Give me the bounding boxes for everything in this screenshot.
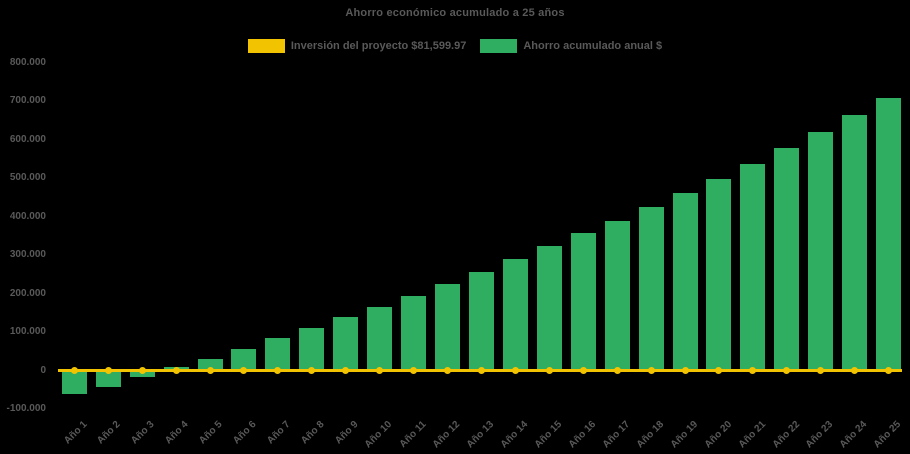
x-tick-label: Año 10 bbox=[363, 419, 395, 451]
bar-ano-1 bbox=[61, 370, 87, 395]
investment-line-marker bbox=[410, 367, 418, 374]
investment-line-marker bbox=[647, 367, 655, 374]
x-tick-label: Año 12 bbox=[430, 419, 463, 451]
x-tick-label: Año 16 bbox=[566, 419, 599, 451]
y-tick-label: 800.000 bbox=[9, 56, 46, 68]
bar-ano-19 bbox=[672, 192, 698, 371]
x-tick-label: Año 24 bbox=[838, 419, 870, 451]
legend-item-investment: Inversión del proyecto $81,599.97 bbox=[247, 39, 467, 53]
bar-ano-8 bbox=[299, 328, 325, 371]
x-tick-label: Año 7 bbox=[265, 419, 293, 447]
y-tick-label: 300.000 bbox=[9, 249, 46, 261]
x-tick-label: Año 15 bbox=[532, 419, 565, 451]
investment-line-marker bbox=[715, 367, 723, 374]
x-tick-label: Año 11 bbox=[397, 419, 429, 450]
bar-ano-25 bbox=[876, 98, 902, 371]
investment-line-marker bbox=[138, 367, 146, 374]
investment-line-marker bbox=[444, 367, 452, 374]
bar-ano-16 bbox=[570, 233, 596, 371]
x-tick-label: Año 23 bbox=[804, 419, 836, 451]
x-tick-label: Año 8 bbox=[299, 419, 327, 447]
bar-ano-11 bbox=[401, 295, 427, 371]
investment-line-marker bbox=[783, 367, 791, 374]
y-tick-label: 700.000 bbox=[9, 95, 46, 107]
investment-line-marker bbox=[274, 367, 282, 374]
investment-line-marker bbox=[885, 367, 893, 374]
legend-label-savings: Ahorro acumulado anual $ bbox=[523, 40, 663, 52]
investment-line-swatch-icon bbox=[247, 39, 285, 53]
investment-line-marker bbox=[749, 367, 757, 374]
investment-line-marker bbox=[172, 367, 180, 374]
y-tick-label: 400.000 bbox=[9, 210, 46, 222]
bar-ano-12 bbox=[435, 283, 461, 371]
investment-line-marker bbox=[240, 367, 248, 374]
bar-ano-22 bbox=[774, 148, 800, 371]
bar-ano-24 bbox=[842, 115, 868, 371]
chart-legend: Inversión del proyecto $81,599.97 Ahorro… bbox=[0, 39, 910, 53]
bar-ano-2 bbox=[95, 370, 121, 387]
x-tick-label: Año 9 bbox=[333, 419, 361, 447]
investment-line-marker bbox=[206, 367, 214, 374]
y-tick-label: 600.000 bbox=[9, 133, 46, 145]
bar-ano-21 bbox=[740, 163, 766, 371]
investment-line-marker bbox=[376, 367, 384, 374]
bar-ano-17 bbox=[604, 220, 630, 371]
x-tick-label: Año 17 bbox=[600, 419, 632, 451]
legend-label-investment: Inversión del proyecto $81,599.97 bbox=[290, 40, 467, 52]
x-tick-label: Año 25 bbox=[872, 419, 904, 451]
investment-line-marker bbox=[817, 367, 825, 374]
x-tick-label: Año 13 bbox=[464, 419, 497, 451]
x-tick-label: Año 1 bbox=[61, 419, 90, 447]
x-tick-label: Año 5 bbox=[197, 419, 225, 447]
bar-ano-5 bbox=[197, 358, 223, 371]
x-tick-label: Año 6 bbox=[231, 419, 259, 447]
x-tick-label: Año 21 bbox=[736, 419, 768, 451]
investment-line-marker bbox=[511, 367, 519, 374]
x-tick-label: Año 14 bbox=[498, 419, 531, 451]
x-tick-label: Año 19 bbox=[668, 419, 700, 451]
investment-line-marker bbox=[545, 367, 553, 374]
bar-ano-20 bbox=[706, 178, 732, 371]
y-tick-label: 100.000 bbox=[9, 326, 46, 338]
bar-ano-10 bbox=[367, 306, 393, 371]
investment-line-marker bbox=[308, 367, 316, 374]
bar-ano-7 bbox=[265, 338, 291, 371]
x-tick-label: Año 18 bbox=[634, 419, 666, 451]
investment-line-marker bbox=[681, 367, 689, 374]
bar-ano-18 bbox=[638, 206, 664, 371]
bar-ano-13 bbox=[468, 272, 494, 371]
bar-ano-14 bbox=[502, 259, 528, 371]
y-tick-label: 200.000 bbox=[9, 287, 46, 299]
y-tick-label: 0 bbox=[40, 364, 46, 376]
x-tick-label: Año 4 bbox=[163, 419, 191, 447]
x-tick-label: Año 3 bbox=[129, 419, 157, 447]
chart-title: Ahorro económico acumulado a 25 años bbox=[345, 7, 565, 19]
x-tick-label: Año 2 bbox=[95, 419, 124, 447]
y-tick-label: -100.000 bbox=[6, 402, 46, 414]
investment-line-marker bbox=[70, 367, 78, 374]
investment-line-marker bbox=[104, 367, 112, 374]
bar-ano-6 bbox=[231, 348, 257, 371]
investment-line-marker bbox=[342, 367, 350, 374]
bar-ano-23 bbox=[808, 132, 834, 371]
y-tick-label: 500.000 bbox=[9, 172, 46, 184]
bar-ano-9 bbox=[333, 317, 359, 371]
x-tick-label: Año 20 bbox=[702, 419, 734, 451]
investment-line-marker bbox=[851, 367, 859, 374]
investment-line-marker bbox=[613, 367, 621, 374]
legend-item-savings: Ahorro acumulado anual $ bbox=[480, 39, 662, 53]
x-tick-label: Año 22 bbox=[770, 419, 802, 451]
savings-bar-swatch-icon bbox=[480, 39, 518, 53]
bar-ano-15 bbox=[536, 246, 562, 371]
investment-line-marker bbox=[579, 367, 587, 374]
investment-line-marker bbox=[477, 367, 485, 374]
